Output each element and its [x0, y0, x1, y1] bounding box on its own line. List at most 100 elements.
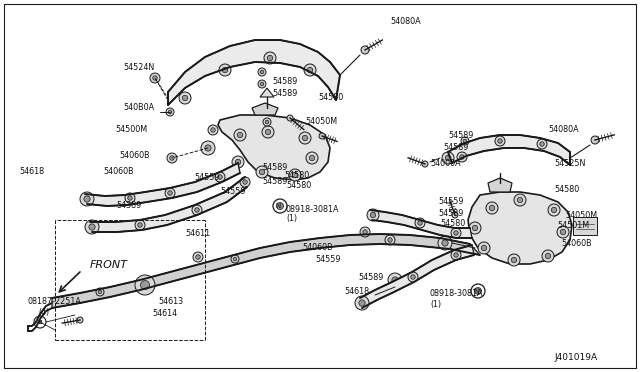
Circle shape: [299, 132, 311, 144]
Circle shape: [545, 253, 550, 259]
Circle shape: [84, 196, 90, 202]
Circle shape: [307, 67, 313, 73]
Polygon shape: [168, 40, 340, 105]
Circle shape: [418, 221, 422, 225]
Text: 54389: 54389: [116, 201, 142, 209]
Circle shape: [309, 155, 315, 161]
Circle shape: [302, 135, 308, 141]
Circle shape: [454, 231, 458, 235]
Circle shape: [385, 235, 395, 245]
Polygon shape: [468, 192, 572, 264]
Text: N: N: [474, 288, 479, 294]
Circle shape: [150, 73, 160, 83]
Text: 54618: 54618: [344, 286, 369, 295]
Circle shape: [218, 175, 222, 179]
Circle shape: [265, 120, 269, 124]
Circle shape: [560, 229, 566, 235]
Circle shape: [361, 46, 369, 54]
Circle shape: [367, 209, 379, 221]
Circle shape: [263, 118, 271, 126]
Circle shape: [192, 205, 202, 215]
Circle shape: [542, 250, 554, 262]
Circle shape: [266, 129, 271, 135]
Circle shape: [442, 152, 454, 164]
Circle shape: [96, 288, 104, 296]
Text: 54080A: 54080A: [390, 17, 420, 26]
Text: 54060B: 54060B: [104, 167, 134, 176]
Circle shape: [388, 238, 392, 242]
Text: 54050M: 54050M: [565, 211, 597, 219]
Circle shape: [511, 257, 516, 263]
Circle shape: [232, 156, 244, 168]
Circle shape: [368, 296, 372, 300]
Circle shape: [236, 159, 241, 165]
Text: 54050M: 54050M: [305, 118, 337, 126]
Circle shape: [495, 136, 505, 146]
Circle shape: [591, 136, 599, 144]
Text: 54525N: 54525N: [554, 158, 586, 167]
Circle shape: [208, 125, 218, 135]
Circle shape: [438, 236, 452, 250]
Circle shape: [481, 245, 486, 251]
Text: 54589: 54589: [448, 131, 474, 140]
Circle shape: [34, 316, 46, 328]
Circle shape: [442, 240, 448, 246]
Circle shape: [259, 169, 265, 175]
Text: 54618: 54618: [19, 167, 44, 176]
Circle shape: [490, 205, 495, 211]
Circle shape: [170, 156, 174, 160]
Circle shape: [289, 169, 301, 181]
Text: 54000A: 54000A: [430, 158, 461, 167]
Circle shape: [98, 290, 102, 294]
Circle shape: [85, 220, 99, 234]
Circle shape: [457, 152, 467, 162]
Text: 54060B: 54060B: [120, 151, 150, 160]
Text: 540B0A: 540B0A: [124, 103, 155, 112]
Circle shape: [195, 208, 199, 212]
Text: 54580: 54580: [440, 219, 465, 228]
Text: 54614: 54614: [152, 310, 177, 318]
Circle shape: [319, 133, 325, 139]
Circle shape: [306, 152, 318, 164]
Circle shape: [167, 153, 177, 163]
Circle shape: [508, 254, 520, 266]
Text: 54559: 54559: [438, 198, 463, 206]
Circle shape: [215, 172, 225, 182]
Circle shape: [260, 70, 264, 74]
Circle shape: [205, 145, 211, 151]
Circle shape: [258, 68, 266, 76]
Circle shape: [125, 193, 135, 203]
Text: 54589: 54589: [272, 89, 298, 97]
Text: 54580: 54580: [554, 186, 579, 195]
Text: 54559: 54559: [221, 186, 246, 196]
Circle shape: [211, 128, 215, 132]
Polygon shape: [448, 135, 570, 165]
Polygon shape: [52, 234, 480, 308]
Circle shape: [135, 275, 155, 295]
Polygon shape: [360, 245, 474, 308]
Circle shape: [128, 196, 132, 200]
Text: 54580: 54580: [284, 170, 309, 180]
Circle shape: [135, 220, 145, 230]
Circle shape: [233, 257, 237, 261]
Circle shape: [276, 202, 284, 209]
Text: 54589: 54589: [262, 177, 287, 186]
Text: 54613: 54613: [158, 298, 183, 307]
Circle shape: [292, 172, 298, 178]
Circle shape: [411, 275, 415, 279]
Text: 54589: 54589: [272, 77, 298, 87]
Polygon shape: [85, 163, 240, 206]
Circle shape: [471, 284, 485, 298]
Polygon shape: [260, 88, 274, 97]
Circle shape: [486, 202, 498, 214]
Circle shape: [237, 132, 243, 138]
Circle shape: [179, 92, 191, 104]
Circle shape: [153, 76, 157, 80]
Text: 54589: 54589: [358, 273, 383, 282]
Circle shape: [359, 300, 365, 306]
Circle shape: [365, 293, 375, 303]
Polygon shape: [218, 115, 330, 180]
Circle shape: [415, 218, 425, 228]
Circle shape: [445, 155, 451, 161]
Circle shape: [363, 230, 367, 234]
